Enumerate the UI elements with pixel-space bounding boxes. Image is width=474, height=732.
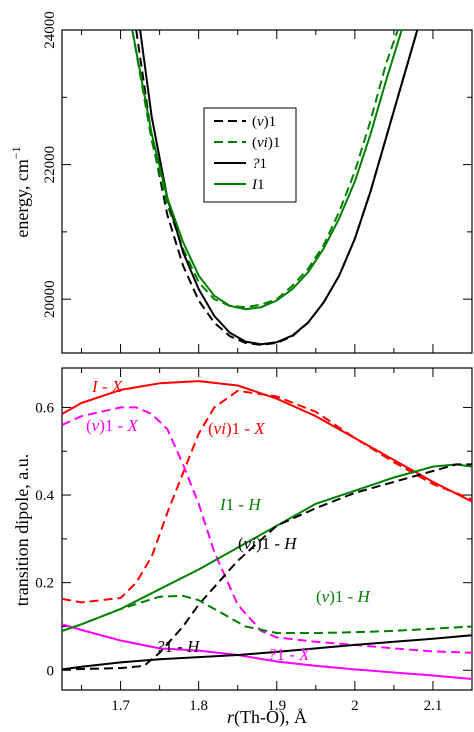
energy-y-tick-label: 24000 [42, 11, 58, 49]
annotation-1-h: ?1 - H [156, 637, 201, 656]
x-axis-label: r(Th-O), Å [227, 707, 307, 728]
energy-y-tick-label: 22000 [42, 146, 58, 184]
dipole-y-tick-label: 0.4 [35, 488, 54, 504]
dipole-panel-ticks [62, 368, 473, 690]
legend-box [203, 107, 297, 203]
energy-panel-y-tick-labels: 20000 22000 24000 [42, 11, 58, 318]
x-tick-label: 1.7 [111, 698, 130, 714]
x-tick-label: 1.9 [267, 698, 286, 714]
dipole-axis-label: transition dipole, a.u. [12, 454, 32, 606]
dipole-panel-series [62, 380, 472, 680]
dipole-series-i-x [62, 380, 472, 503]
energy-axis-label: energy, cm−1 [9, 146, 32, 237]
dipole-annotations: I - X (vi)1 - X (v)1 - X I1 - H (vi)1 - H (v)… [86, 377, 372, 664]
legend-label-1: ?1 [252, 156, 267, 172]
energy-panel-series [131, 30, 419, 346]
annotation-i1-h: I1 - H [219, 495, 262, 514]
dipole-panel-y-tick-labels: 0 0.2 0.4 0.6 [35, 400, 54, 679]
dipole-series-v-1-x [62, 406, 472, 654]
annotation-v-1-h: (v)1 - H [316, 587, 372, 606]
energy-panel-frame [61, 29, 473, 354]
legend-label-v-1: (v)1 [252, 114, 276, 130]
legend-label-vi-1: (vi)1 [252, 135, 280, 151]
x-tick-label: 2 [351, 698, 359, 714]
dipole-panel: 0 0.2 0.4 0.6 1.7 1.8 1.9 2 2.1 I - X (vi)1 - X (… [12, 367, 473, 728]
energy-legend: (v)1 (vi)1 ?1 I1 [203, 107, 297, 203]
dipole-y-tick-label: 0 [47, 663, 55, 679]
dipole-series-vi-1-h [62, 463, 472, 671]
dipole-series-1-x [62, 623, 472, 680]
annotation-vi-1-h: (vi)1 - H [238, 534, 298, 553]
annotation-vi-1-x: (vi)1 - X [208, 419, 265, 438]
annotation-v-1-x: (v)1 - X [86, 416, 139, 435]
legend-label-i1: I1 [251, 177, 265, 193]
dipole-y-tick-label: 0.6 [35, 400, 54, 416]
energy-series-1 [139, 30, 419, 346]
dipole-series-v-1-h [62, 594, 472, 634]
dipole-series-vi-1-x [62, 389, 472, 604]
dipole-y-tick-label: 0.2 [35, 576, 54, 592]
energy-panel: 20000 22000 24000 energy, cm−1 (v)1 (vi)1 ?1… [9, 11, 473, 354]
energy-panel-ticks [62, 29, 473, 353]
x-tick-label: 1.8 [189, 698, 208, 714]
annotation-i-x: I - X [91, 377, 123, 396]
dipole-series-1-h [62, 634, 472, 671]
dipole-panel-x-tick-labels: 1.7 1.8 1.9 2 2.1 [111, 698, 442, 714]
energy-series-i1 [131, 30, 403, 311]
energy-series-v-1 [135, 30, 419, 346]
energy-y-tick-label: 20000 [42, 280, 58, 318]
dipole-panel-frame [61, 367, 473, 691]
x-tick-label: 2.1 [424, 698, 443, 714]
annotation-1-x: ?1 - X [268, 645, 310, 664]
